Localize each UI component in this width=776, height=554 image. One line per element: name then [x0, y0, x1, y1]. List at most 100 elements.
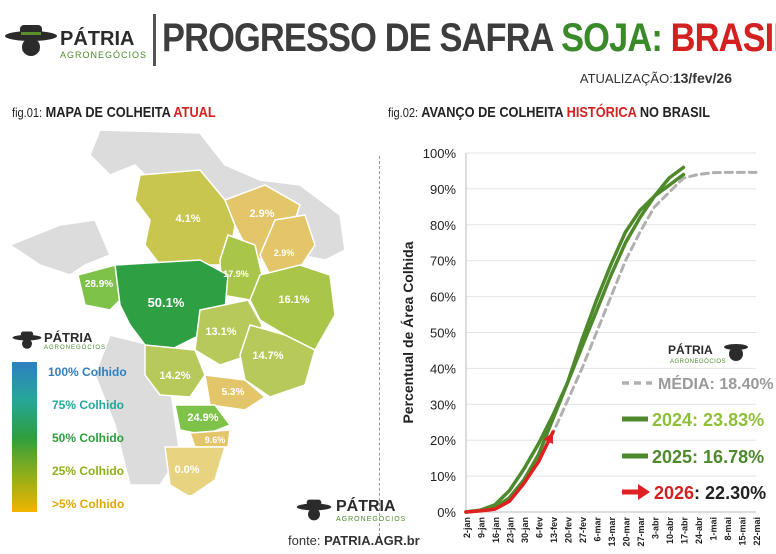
y-tick-label: 30%: [430, 397, 456, 412]
x-tick-label: 6-fev: [535, 517, 545, 538]
legend-label-2024: 2024: 23.83%: [652, 410, 764, 430]
source-label: fonte:: [288, 533, 321, 548]
legend-label-2025: 2025: 16.78%: [652, 447, 764, 467]
x-tick-label: 1-mai: [709, 517, 719, 541]
source-value: PATRIA.AGR.br: [324, 533, 420, 548]
chart-legend: MÉDIA: 18.40% 2024: 23.83% 2025: 16.78% 202…: [622, 374, 774, 503]
state-value-AM: 4.1%: [175, 213, 200, 225]
fig2-suffix: NO BRASIL: [639, 104, 710, 121]
title-part-3: BRASIL: [670, 16, 776, 60]
x-tick-label: 22-mai: [752, 517, 762, 546]
state-value-PR: 24.9%: [187, 412, 218, 424]
x-tick-label: 8-mai: [723, 517, 733, 541]
fig2-prefix: fig.02:: [388, 105, 419, 120]
series-line-2026: [464, 430, 555, 514]
state-value-MA: 2.9%: [274, 248, 295, 258]
state-value-RO: 28.9%: [85, 279, 113, 290]
x-tick-label: 10-abr: [665, 517, 675, 545]
y-tick-label: 50%: [430, 326, 456, 341]
harvest-progress-chart: 0% 10% 20% 30% 40% 50% 60% 70% 80% 90% 100% Percent…: [400, 146, 774, 547]
update-stamp: ATUALIZAÇÃO:13/fev/26: [580, 70, 732, 86]
x-tick-label: 27-fev: [578, 517, 588, 543]
update-label: ATUALIZAÇÃO:: [579, 71, 673, 86]
legend-50: 50% Colhido: [52, 431, 125, 445]
legend-arrow-icon: [638, 484, 650, 500]
title-part-2: SOJA:: [561, 16, 663, 60]
legend-75: 75% Colhido: [52, 398, 125, 412]
x-tick-label: 20-fev: [564, 517, 574, 543]
state-value-MT: 50.1%: [148, 295, 185, 310]
x-tick-label: 23-jan: [506, 517, 516, 543]
y-axis-title: Percentual de Área Colhida: [400, 241, 416, 423]
y-tick-label: 70%: [430, 254, 456, 269]
brand-logo: PÁTRIA AGRONEGÓCIOS: [4, 22, 154, 64]
state-value-BA: 16.1%: [278, 294, 309, 306]
x-tick-label: 9-jan: [477, 517, 487, 538]
state-value-MS: 14.2%: [159, 370, 190, 382]
farmer-hat-icon: [5, 25, 57, 56]
state-value-PA: 2.9%: [249, 208, 274, 220]
legend-brand-tagline: AGRONEGÓCIOS: [44, 345, 107, 351]
fig1-highlight: ATUAL: [173, 104, 216, 121]
fig2-highlight: HISTÓRICA: [566, 104, 637, 121]
series-line-2025: [464, 172, 686, 514]
y-tick-label: 40%: [430, 361, 456, 376]
x-tick-label: 13-fev: [549, 517, 559, 543]
state-MG: [239, 324, 316, 398]
state-value-RS: 0.0%: [174, 464, 199, 476]
brazil-harvest-map: 4.1% 2.9% 2.9% 17.9% 28.9% 50.1% 16.1% 13.1% 14.…: [8, 129, 346, 495]
series-arrowhead-2026: [543, 431, 553, 444]
x-tick-label: 30-jan: [520, 517, 530, 543]
x-tick-label: 20-mar: [622, 517, 632, 547]
source-logo: PÁTRIA AGRONEGÓCIOS: [296, 496, 416, 530]
x-tick-label: 16-jan: [491, 517, 501, 543]
state-RS: [164, 446, 227, 495]
y-tick-label: 0%: [437, 505, 456, 520]
chart-brand-tagline: AGRONEGÓCIOS: [670, 358, 726, 365]
y-tick-label: 80%: [430, 218, 456, 233]
fig1-prefix: fig.01:: [12, 105, 43, 120]
farmer-hat-icon: [729, 347, 743, 361]
state-MS: [144, 344, 206, 398]
source-brand-tagline: AGRONEGÓCIOS: [336, 516, 407, 523]
state-value-TO: 17.9%: [223, 269, 249, 279]
y-tick-label: 60%: [430, 290, 456, 305]
y-tick-label: 10%: [430, 469, 456, 484]
fig1-title: MAPA DE COLHEITA: [45, 104, 171, 121]
y-tick-label: 20%: [430, 433, 456, 448]
legend-100: 100% Colhido: [48, 365, 127, 379]
x-tick-label: 6-mar: [593, 517, 603, 542]
fig1-label: fig.01: MAPA DE COLHEITA ATUAL: [12, 104, 216, 121]
farmer-hat-icon: [12, 331, 42, 349]
state-value-MG: 14.7%: [252, 350, 283, 362]
title-part-1: PROGRESSO DE SAFRA: [162, 16, 553, 60]
brand-tagline: AGRONEGÓCIOS: [60, 50, 148, 60]
farmer-hat-icon: [296, 499, 332, 521]
map-legend-gradient: [12, 362, 37, 512]
y-tick-label: 90%: [430, 182, 456, 197]
map-legend-labels: 100% Colhido 75% Colhido 50% Colhido 25%…: [46, 362, 146, 512]
state-SP: [204, 374, 267, 411]
fig2-title: AVANÇO DE COLHEITA: [421, 104, 564, 121]
state-value-GO: 13.1%: [205, 326, 236, 338]
x-tick-label: 17-abr: [680, 517, 690, 545]
chart-brand-name: PÁTRIA: [668, 342, 713, 357]
state-SC: [188, 429, 231, 448]
legend-brand-name: PÁTRIA: [44, 330, 93, 345]
legend-25: 25% Colhido: [52, 464, 125, 478]
header-divider: [153, 14, 156, 66]
x-tick-label: 15-mai: [738, 517, 748, 546]
series-line-2024: [464, 165, 686, 514]
fig2-label: fig.02: AVANÇO DE COLHEITA HISTÓRICA NO …: [388, 104, 710, 121]
x-tick-label: 27-mar: [636, 517, 646, 547]
source-text: fonte: PATRIA.AGR.br: [288, 533, 420, 548]
y-tick-label: 100%: [423, 146, 457, 161]
page-title: PROGRESSO DE SAFRA SOJA: BRASIL: [162, 16, 776, 61]
state-value-SP: 5.3%: [222, 387, 245, 398]
legend-label-MÉDIA: MÉDIA: 18.40%: [658, 374, 774, 393]
map-legend-logo: PÁTRIA AGRONEGÓCIOS: [12, 328, 132, 356]
legend-5: >5% Colhido: [52, 497, 125, 511]
farmer-hat-brim: [724, 344, 748, 350]
x-tick-label: 2-jan: [462, 517, 472, 538]
